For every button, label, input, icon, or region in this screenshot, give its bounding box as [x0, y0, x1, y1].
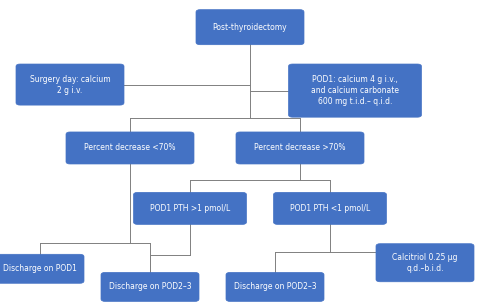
Text: Percent decrease <70%: Percent decrease <70% — [84, 143, 176, 153]
Text: POD1: calcium 4 g i.v.,
and calcium carbonate
600 mg t.i.d.– q.i.d.: POD1: calcium 4 g i.v., and calcium carb… — [311, 75, 399, 106]
FancyBboxPatch shape — [288, 64, 422, 117]
Text: POD1 PTH <1 pmol/L: POD1 PTH <1 pmol/L — [290, 204, 370, 213]
Text: Percent decrease >70%: Percent decrease >70% — [254, 143, 346, 153]
Text: Discharge on POD1: Discharge on POD1 — [3, 264, 77, 273]
Text: Calcitriol 0.25 μg
q.d.–b.i.d.: Calcitriol 0.25 μg q.d.–b.i.d. — [392, 253, 458, 273]
FancyBboxPatch shape — [274, 192, 386, 224]
FancyBboxPatch shape — [134, 192, 246, 224]
FancyBboxPatch shape — [0, 254, 84, 283]
FancyBboxPatch shape — [226, 272, 324, 301]
FancyBboxPatch shape — [376, 244, 474, 282]
FancyBboxPatch shape — [196, 10, 304, 45]
FancyBboxPatch shape — [16, 64, 124, 105]
Text: Discharge on POD2–3: Discharge on POD2–3 — [234, 282, 316, 291]
FancyBboxPatch shape — [101, 272, 199, 301]
FancyBboxPatch shape — [66, 132, 194, 164]
Text: Surgery day: calcium
2 g i.v.: Surgery day: calcium 2 g i.v. — [30, 75, 110, 95]
Text: POD1 PTH >1 pmol/L: POD1 PTH >1 pmol/L — [150, 204, 230, 213]
FancyBboxPatch shape — [236, 132, 364, 164]
Text: Discharge on POD2–3: Discharge on POD2–3 — [108, 282, 192, 291]
Text: Post-thyroidectomy: Post-thyroidectomy — [212, 23, 288, 32]
